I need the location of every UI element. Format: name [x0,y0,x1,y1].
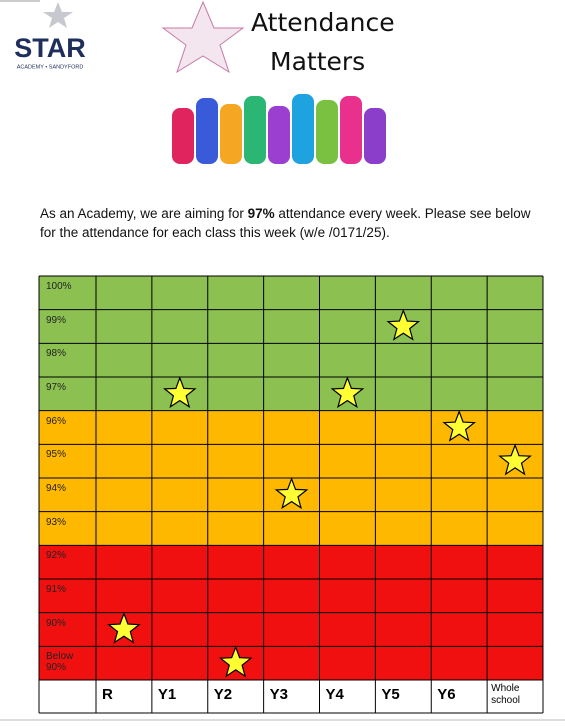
row-label: 92% [46,550,67,562]
row-label: 91% [46,584,67,595]
star-marker [498,443,532,476]
logo-star [43,2,73,28]
row-label: Below 90% [46,651,74,674]
row-label: 93% [46,516,67,528]
star-marker [442,409,477,442]
text: attendance every week. Please see below … [40,206,531,240]
row-label: 94% [46,483,67,494]
row-label: 100% [46,281,72,292]
word-star [161,0,245,74]
row-label: 98% [46,348,67,360]
star-marker [386,308,421,341]
logo-text: STAR [14,33,86,63]
column-label: Y5 [381,686,400,703]
column-label: R [102,686,113,703]
row-label: 96% [46,415,67,427]
title-line2: Matters [270,47,366,76]
logo-subtext: ACADEMY • SANDYFORD [17,64,84,70]
text: As an Academy, we are aiming for [40,206,248,221]
star-marker [162,376,197,409]
column-label: Y2 [213,686,233,703]
intro-paragraph: As an Academy, we are aiming for 97% att… [40,204,540,242]
hands [172,94,386,164]
row-label: 95% [46,449,67,461]
target: 97% [247,206,275,221]
column-label: Y3 [269,686,288,703]
column-label: Whole school [491,683,521,706]
row-label: 97% [46,382,67,393]
column-label: Y1 [157,686,177,703]
row-label: 90% [46,617,67,629]
star-marker [107,611,141,644]
star-marker [330,376,365,409]
row-label: 99% [46,314,67,326]
title-line1: Attendance [251,8,395,37]
star-marker [218,645,253,678]
column-label: Y4 [325,686,344,703]
column-label: Y6 [437,686,456,703]
star-marker [274,477,309,510]
